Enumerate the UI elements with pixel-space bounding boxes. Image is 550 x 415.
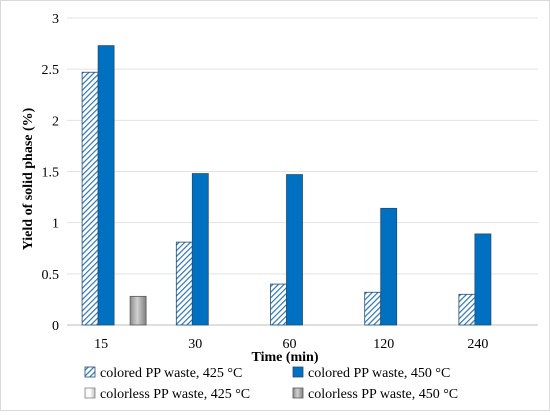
y-tick-label: 2 — [52, 114, 59, 129]
legend: colored PP waste, 425 °C colored PP waste… — [84, 366, 458, 402]
y-tick-label: 3 — [52, 12, 59, 27]
legend-label: colorless PP waste, 425 °C — [100, 387, 250, 402]
legend-swatch — [292, 387, 304, 399]
bar-0-60 — [270, 283, 287, 326]
legend-swatch — [84, 387, 96, 399]
bar-0-15 — [81, 71, 99, 326]
x-axis-ticks: 15 30 60 120 240 — [94, 337, 488, 352]
y-tick-label: 2.5 — [42, 63, 60, 78]
bar-3-15 — [129, 295, 147, 326]
y-axis-ticks: 0 0.5 1 1.5 2 2.5 3 — [42, 12, 60, 334]
y-axis-label: Yield of solid phase (%) — [21, 107, 36, 250]
bar-0-30 — [175, 241, 193, 326]
bars — [81, 45, 492, 326]
x-tick-label: 30 — [188, 337, 202, 352]
x-tick-label: 60 — [283, 337, 297, 352]
x-tick-label: 240 — [467, 337, 488, 352]
y-tick-label: 0.5 — [42, 268, 60, 283]
y-tick-label: 0 — [52, 319, 59, 334]
bar-1-240 — [474, 233, 492, 326]
y-tick-label: 1 — [52, 217, 59, 232]
x-axis-label: Time (min) — [251, 350, 318, 365]
legend-label: colored PP waste, 450 °C — [308, 366, 450, 381]
legend-swatch — [84, 366, 96, 378]
y-tick-label: 1.5 — [42, 166, 60, 181]
bar-1-30 — [191, 173, 209, 326]
bar-0-120 — [364, 291, 382, 326]
bar-1-60 — [286, 174, 303, 326]
legend-swatch — [292, 366, 304, 378]
x-tick-label: 120 — [373, 337, 394, 352]
bar-0-240 — [458, 293, 476, 326]
legend-label: colorless PP waste, 450 °C — [308, 387, 458, 402]
x-tick-label: 15 — [94, 337, 108, 352]
bar-1-120 — [380, 207, 398, 326]
bar-1-15 — [97, 45, 115, 326]
legend-label: colored PP waste, 425 °C — [100, 366, 242, 381]
